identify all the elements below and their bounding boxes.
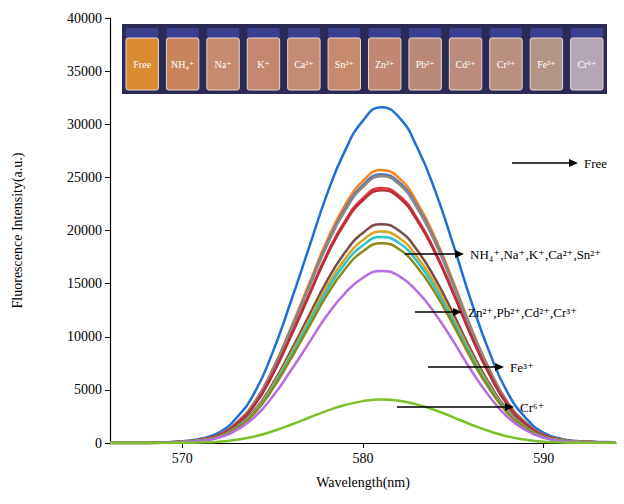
svg-text:Cd²⁺: Cd²⁺ [456,59,476,70]
svg-text:Wavelength(nm): Wavelength(nm) [316,475,410,491]
svg-text:Fluorescence Intensity(a.u.): Fluorescence Intensity(a.u.) [10,152,26,308]
svg-text:Zn²⁺,Pb²⁺,Cd²⁺,Cr³⁺: Zn²⁺,Pb²⁺,Cd²⁺,Cr³⁺ [468,305,577,320]
svg-text:Cr⁶⁺: Cr⁶⁺ [520,400,544,415]
svg-text:Sn²⁺: Sn²⁺ [335,59,354,70]
svg-text:NH₄⁺: NH₄⁺ [171,59,194,70]
svg-text:30000: 30000 [67,117,102,132]
svg-text:Na⁺: Na⁺ [215,59,232,70]
svg-text:0: 0 [95,436,102,451]
svg-text:40000: 40000 [67,11,102,26]
svg-text:Ca²⁺: Ca²⁺ [294,59,313,70]
svg-text:Free: Free [133,59,151,70]
svg-text:15000: 15000 [67,276,102,291]
svg-text:580: 580 [353,451,374,466]
svg-text:5000: 5000 [74,382,102,397]
svg-text:Fe³⁺: Fe³⁺ [510,360,534,375]
svg-text:590: 590 [533,451,554,466]
svg-text:20000: 20000 [67,223,102,238]
svg-text:Free: Free [584,156,607,171]
svg-text:NH₄⁺,Na⁺,K⁺,Ca²⁺,Sn²⁺: NH₄⁺,Na⁺,K⁺,Ca²⁺,Sn²⁺ [470,247,601,262]
svg-text:K⁺: K⁺ [257,59,270,70]
svg-text:Cr⁶⁺: Cr⁶⁺ [577,59,596,70]
svg-text:10000: 10000 [67,329,102,344]
svg-text:Zn²⁺: Zn²⁺ [375,59,394,70]
svg-text:Fe³⁺: Fe³⁺ [537,59,555,70]
svg-text:570: 570 [172,451,193,466]
svg-text:Pb²⁺: Pb²⁺ [416,59,435,70]
svg-text:35000: 35000 [67,64,102,79]
svg-text:25000: 25000 [67,170,102,185]
svg-text:Cr³⁺: Cr³⁺ [497,59,515,70]
